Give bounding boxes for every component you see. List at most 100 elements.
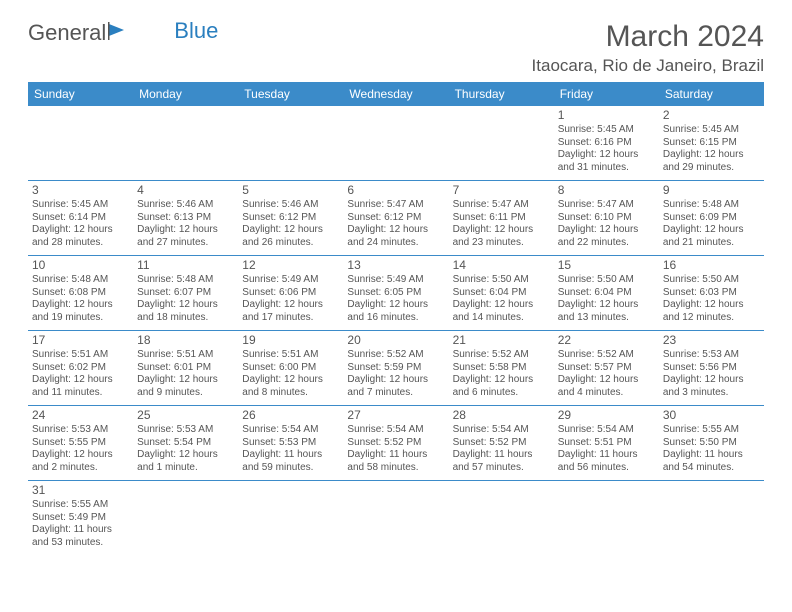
sunset-text: Sunset: 6:00 PM — [242, 362, 339, 375]
sunrise-text: Sunrise: 5:47 AM — [347, 199, 444, 212]
day-number: 22 — [558, 333, 655, 348]
sunset-text: Sunset: 6:14 PM — [32, 212, 129, 225]
calendar-cell: 31Sunrise: 5:55 AMSunset: 5:49 PMDayligh… — [28, 481, 133, 556]
day-number: 2 — [663, 108, 760, 123]
calendar-cell — [133, 106, 238, 181]
sunset-text: Sunset: 5:59 PM — [347, 362, 444, 375]
calendar-cell — [449, 481, 554, 556]
calendar-cell — [133, 481, 238, 556]
sunrise-text: Sunrise: 5:53 AM — [32, 424, 129, 437]
daylight-text: Daylight: 12 hours and 21 minutes. — [663, 224, 760, 249]
calendar-cell: 2Sunrise: 5:45 AMSunset: 6:15 PMDaylight… — [659, 106, 764, 181]
day-number: 9 — [663, 183, 760, 198]
sunrise-text: Sunrise: 5:50 AM — [453, 274, 550, 287]
day-number: 18 — [137, 333, 234, 348]
calendar-cell: 21Sunrise: 5:52 AMSunset: 5:58 PMDayligh… — [449, 331, 554, 406]
sunrise-text: Sunrise: 5:52 AM — [453, 349, 550, 362]
sunset-text: Sunset: 5:52 PM — [453, 437, 550, 450]
day-number: 19 — [242, 333, 339, 348]
sunset-text: Sunset: 6:10 PM — [558, 212, 655, 225]
calendar-cell: 5Sunrise: 5:46 AMSunset: 6:12 PMDaylight… — [238, 181, 343, 256]
calendar-cell: 7Sunrise: 5:47 AMSunset: 6:11 PMDaylight… — [449, 181, 554, 256]
weekday-header-row: Sunday Monday Tuesday Wednesday Thursday… — [28, 82, 764, 106]
daylight-text: Daylight: 11 hours and 53 minutes. — [32, 524, 129, 549]
day-number: 3 — [32, 183, 129, 198]
day-number: 23 — [663, 333, 760, 348]
daylight-text: Daylight: 12 hours and 18 minutes. — [137, 299, 234, 324]
day-number: 16 — [663, 258, 760, 273]
page-title: March 2024 — [532, 20, 764, 54]
daylight-text: Daylight: 11 hours and 57 minutes. — [453, 449, 550, 474]
calendar-cell: 19Sunrise: 5:51 AMSunset: 6:00 PMDayligh… — [238, 331, 343, 406]
day-number: 11 — [137, 258, 234, 273]
daylight-text: Daylight: 12 hours and 8 minutes. — [242, 374, 339, 399]
calendar-cell: 14Sunrise: 5:50 AMSunset: 6:04 PMDayligh… — [449, 256, 554, 331]
calendar-cell: 12Sunrise: 5:49 AMSunset: 6:06 PMDayligh… — [238, 256, 343, 331]
day-number: 21 — [453, 333, 550, 348]
calendar-cell: 15Sunrise: 5:50 AMSunset: 6:04 PMDayligh… — [554, 256, 659, 331]
calendar-row: 24Sunrise: 5:53 AMSunset: 5:55 PMDayligh… — [28, 406, 764, 481]
logo-text-2: Blue — [174, 18, 218, 44]
weekday-header: Monday — [133, 82, 238, 106]
sunrise-text: Sunrise: 5:54 AM — [347, 424, 444, 437]
day-number: 26 — [242, 408, 339, 423]
sunrise-text: Sunrise: 5:52 AM — [347, 349, 444, 362]
daylight-text: Daylight: 12 hours and 22 minutes. — [558, 224, 655, 249]
day-number: 25 — [137, 408, 234, 423]
weekday-header: Saturday — [659, 82, 764, 106]
sunset-text: Sunset: 6:06 PM — [242, 287, 339, 300]
calendar-cell: 24Sunrise: 5:53 AMSunset: 5:55 PMDayligh… — [28, 406, 133, 481]
day-number: 12 — [242, 258, 339, 273]
sunrise-text: Sunrise: 5:52 AM — [558, 349, 655, 362]
sunset-text: Sunset: 5:55 PM — [32, 437, 129, 450]
sunrise-text: Sunrise: 5:51 AM — [137, 349, 234, 362]
sunrise-text: Sunrise: 5:50 AM — [558, 274, 655, 287]
daylight-text: Daylight: 12 hours and 31 minutes. — [558, 149, 655, 174]
day-number: 31 — [32, 483, 129, 498]
calendar-cell: 1Sunrise: 5:45 AMSunset: 6:16 PMDaylight… — [554, 106, 659, 181]
daylight-text: Daylight: 12 hours and 1 minute. — [137, 449, 234, 474]
calendar-cell — [238, 106, 343, 181]
day-number: 10 — [32, 258, 129, 273]
sunrise-text: Sunrise: 5:48 AM — [32, 274, 129, 287]
sunrise-text: Sunrise: 5:53 AM — [663, 349, 760, 362]
weekday-header: Friday — [554, 82, 659, 106]
sunrise-text: Sunrise: 5:50 AM — [663, 274, 760, 287]
calendar-cell: 25Sunrise: 5:53 AMSunset: 5:54 PMDayligh… — [133, 406, 238, 481]
daylight-text: Daylight: 12 hours and 12 minutes. — [663, 299, 760, 324]
calendar-cell: 4Sunrise: 5:46 AMSunset: 6:13 PMDaylight… — [133, 181, 238, 256]
calendar-cell: 28Sunrise: 5:54 AMSunset: 5:52 PMDayligh… — [449, 406, 554, 481]
calendar-row: 31Sunrise: 5:55 AMSunset: 5:49 PMDayligh… — [28, 481, 764, 556]
sunset-text: Sunset: 5:57 PM — [558, 362, 655, 375]
calendar-cell — [28, 106, 133, 181]
header: General Blue March 2024 Itaocara, Rio de… — [28, 20, 764, 76]
location-subtitle: Itaocara, Rio de Janeiro, Brazil — [532, 56, 764, 76]
day-number: 20 — [347, 333, 444, 348]
sunrise-text: Sunrise: 5:49 AM — [347, 274, 444, 287]
day-number: 1 — [558, 108, 655, 123]
calendar-cell: 8Sunrise: 5:47 AMSunset: 6:10 PMDaylight… — [554, 181, 659, 256]
calendar-cell: 22Sunrise: 5:52 AMSunset: 5:57 PMDayligh… — [554, 331, 659, 406]
daylight-text: Daylight: 12 hours and 27 minutes. — [137, 224, 234, 249]
calendar-cell — [554, 481, 659, 556]
sunset-text: Sunset: 5:51 PM — [558, 437, 655, 450]
daylight-text: Daylight: 12 hours and 24 minutes. — [347, 224, 444, 249]
sunset-text: Sunset: 6:11 PM — [453, 212, 550, 225]
sunset-text: Sunset: 5:53 PM — [242, 437, 339, 450]
daylight-text: Daylight: 12 hours and 9 minutes. — [137, 374, 234, 399]
daylight-text: Daylight: 11 hours and 59 minutes. — [242, 449, 339, 474]
daylight-text: Daylight: 11 hours and 58 minutes. — [347, 449, 444, 474]
daylight-text: Daylight: 12 hours and 14 minutes. — [453, 299, 550, 324]
sunrise-text: Sunrise: 5:51 AM — [242, 349, 339, 362]
sunrise-text: Sunrise: 5:45 AM — [558, 124, 655, 137]
day-number: 4 — [137, 183, 234, 198]
day-number: 17 — [32, 333, 129, 348]
sunset-text: Sunset: 6:04 PM — [558, 287, 655, 300]
daylight-text: Daylight: 12 hours and 16 minutes. — [347, 299, 444, 324]
sunset-text: Sunset: 5:56 PM — [663, 362, 760, 375]
daylight-text: Daylight: 11 hours and 54 minutes. — [663, 449, 760, 474]
sunset-text: Sunset: 5:54 PM — [137, 437, 234, 450]
day-number: 7 — [453, 183, 550, 198]
daylight-text: Daylight: 12 hours and 19 minutes. — [32, 299, 129, 324]
calendar-body: 1Sunrise: 5:45 AMSunset: 6:16 PMDaylight… — [28, 106, 764, 555]
